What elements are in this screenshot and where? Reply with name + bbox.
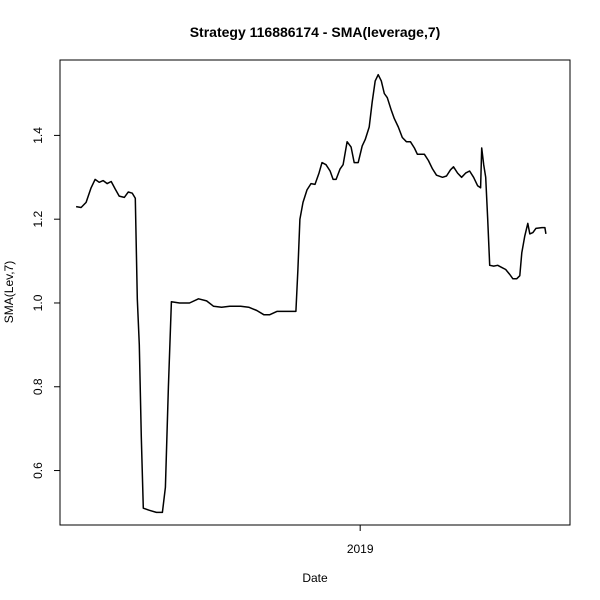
y-axis: 0.6 0.8 1.0 1.2 1.4 xyxy=(31,127,60,479)
y-tick-label: 1.2 xyxy=(31,211,45,228)
y-tick-label: 1.0 xyxy=(31,294,45,311)
chart-title: Strategy 116886174 - SMA(leverage,7) xyxy=(190,24,441,40)
y-tick-label: 0.6 xyxy=(31,462,45,479)
y-tick-label: 1.4 xyxy=(31,127,45,144)
y-axis-label: SMA(Lev,7) xyxy=(2,261,16,323)
x-axis-label: Date xyxy=(302,571,328,585)
y-tick-label: 0.8 xyxy=(31,378,45,395)
x-tick-label: 2019 xyxy=(347,542,374,556)
plot-frame xyxy=(59,59,571,526)
series-line xyxy=(75,73,547,514)
x-axis: 2019 xyxy=(347,525,374,556)
